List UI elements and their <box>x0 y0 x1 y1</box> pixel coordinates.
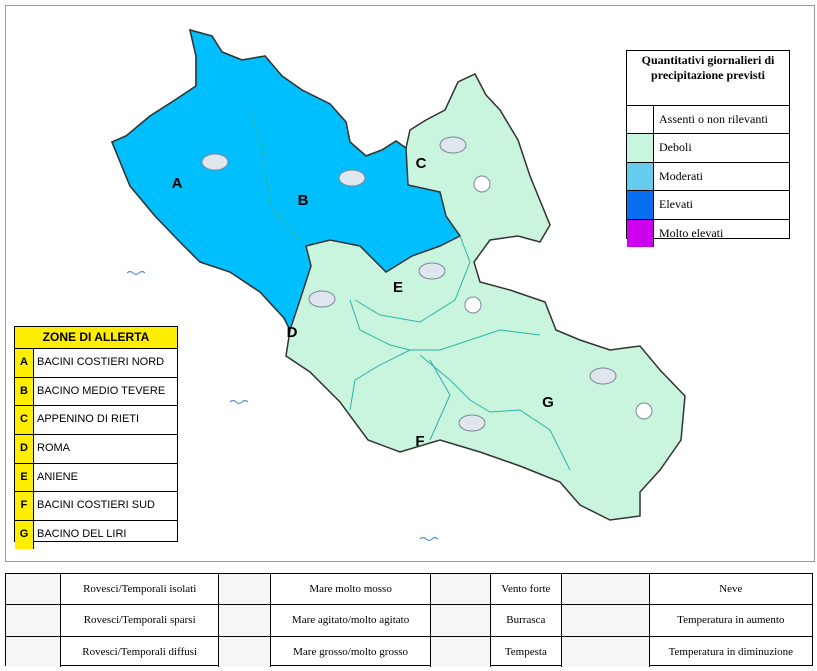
map: A B C D E F G <box>111 28 686 542</box>
legend-swatch <box>627 162 654 191</box>
legend-swatch <box>627 134 654 162</box>
symbols-legend: Rovesci/Temporali isolati Mare molto moss… <box>5 573 813 667</box>
zones-title: ZONE DI ALLERTA <box>15 327 177 349</box>
zones-table: ZONE DI ALLERTA A BACINI COSTIERI NORD B BA… <box>14 326 178 549</box>
zone-row: E ANIENE <box>15 463 177 493</box>
zone-letter: C <box>15 406 34 435</box>
symbol-icon <box>561 574 650 605</box>
precipitation-legend: Quantitativi giornalieri di precipitazio… <box>626 50 790 247</box>
symbol-icon <box>430 574 492 605</box>
zone-letter: E <box>15 463 34 492</box>
zone-label: D <box>287 324 298 341</box>
zone-letter: G <box>15 521 34 549</box>
zone-row: C APPENINO DI RIETI <box>15 406 177 436</box>
symbol-icon <box>6 605 62 636</box>
legend-row: Molto elevati <box>627 219 789 247</box>
symbol-label: Rovesci/Temporali sparsi <box>61 605 219 636</box>
symbol-icon <box>430 636 492 667</box>
symbol-label: Mare molto mosso <box>271 574 431 605</box>
symbol-label: Tempesta <box>491 636 562 667</box>
rivers <box>249 109 571 471</box>
zone-letter: B <box>15 377 34 406</box>
symbol-label: Neve <box>719 583 743 595</box>
symbol-icon <box>561 636 650 667</box>
legend-title: Quantitativi giornalieri di precipitazio… <box>627 51 789 106</box>
zone-name: BACINO MEDIO TEVERE <box>37 384 166 397</box>
symbol-icon <box>430 605 492 636</box>
zone-row: F BACINI COSTIERI SUD <box>15 492 177 522</box>
zone-a-b-area <box>111 28 462 332</box>
legend-swatch <box>627 219 654 247</box>
symbol-icon <box>6 636 62 667</box>
zone-row: A BACINI COSTIERI NORD <box>15 349 177 378</box>
symbol-label: Rovesci/Temporali diffusi <box>61 636 219 667</box>
legend-label: Deboli <box>659 140 692 155</box>
legend-row: Deboli <box>627 134 789 163</box>
zone-label: E <box>393 279 403 296</box>
zone-row: B BACINO MEDIO TEVERE <box>15 377 177 407</box>
zone-label: F <box>415 433 424 450</box>
legend-row: Moderati <box>627 162 789 192</box>
symbol-row: Rovesci/Temporali isolati Mare molto moss… <box>6 574 812 606</box>
zone-label: C <box>416 155 427 172</box>
symbol-label: Vento forte <box>491 574 562 605</box>
legend-label: Assenti o non rilevanti <box>659 112 768 126</box>
zone-letter: A <box>15 349 34 377</box>
symbol-label: Temperatura in diminuzione <box>668 645 794 658</box>
legend-swatch <box>627 106 654 134</box>
zone-name: ANIENE <box>37 470 78 483</box>
symbol-row: Rovesci/Temporali diffusi Mare grosso/mol… <box>6 636 812 667</box>
zone-name: ROMA <box>37 442 70 455</box>
map-frame <box>5 5 815 562</box>
legend-label: Molto elevati <box>659 225 724 240</box>
zone-name: BACINI COSTIERI SUD <box>37 499 155 512</box>
symbol-icon <box>6 574 62 605</box>
symbol-row: Rovesci/Temporali sparsi Mare agitato/mol… <box>6 605 812 637</box>
symbol-label: Burrasca <box>491 605 562 636</box>
symbol-icon <box>218 605 272 636</box>
symbol-label: Mare grosso/molto grosso <box>271 636 431 667</box>
weather-icons <box>201 136 653 432</box>
zone-letter: D <box>15 435 34 463</box>
zone-label: A <box>172 175 183 192</box>
legend-row: Elevati <box>627 191 789 220</box>
symbol-label: Rovesci/Temporali isolati <box>61 574 219 605</box>
zone-label: G <box>542 394 554 411</box>
symbol-label: Mare agitato/molto agitato <box>271 605 431 636</box>
zone-label: B <box>298 192 309 209</box>
legend-swatch <box>627 191 654 219</box>
legend-label: Elevati <box>659 197 693 212</box>
zone-row: D ROMA <box>15 435 177 464</box>
symbol-label: Temperatura in aumento <box>677 614 785 627</box>
zone-name: BACINI COSTIERI NORD <box>37 356 165 368</box>
zone-letter: F <box>15 492 34 521</box>
legend-label: Moderati <box>659 168 703 183</box>
zone-row: G BACINO DEL LIRI <box>15 521 177 549</box>
symbol-icon <box>218 636 272 667</box>
zone-name: BACINO DEL LIRI <box>37 528 127 541</box>
legend-row: Assenti o non rilevanti <box>627 106 789 135</box>
sea-waves <box>126 270 439 542</box>
symbol-icon <box>218 574 272 605</box>
zone-name: APPENINO DI RIETI <box>37 413 140 426</box>
symbol-icon <box>561 605 650 636</box>
